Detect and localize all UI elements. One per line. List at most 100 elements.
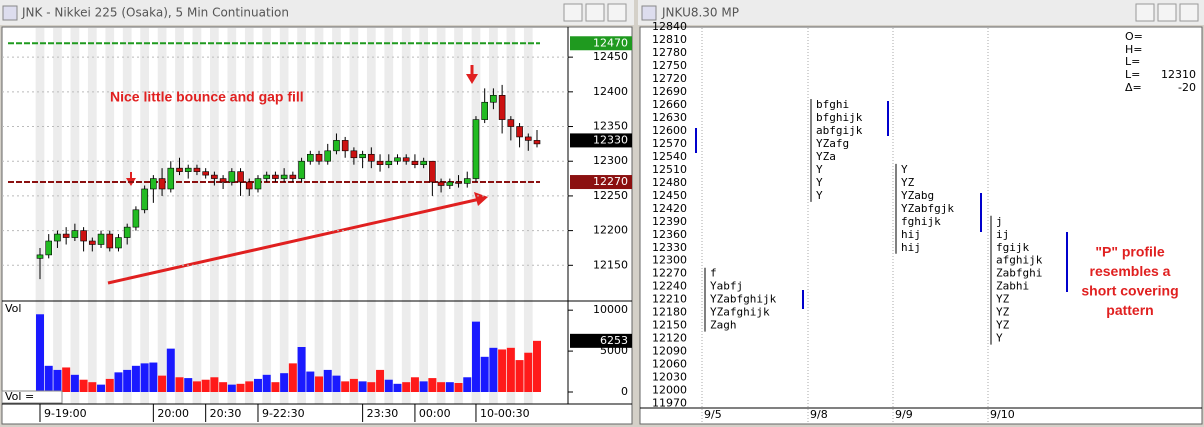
grid-stripe [366, 28, 376, 404]
volume-bar [315, 376, 324, 392]
panel-footer: Vol = [5, 390, 34, 403]
profile-row: bfghi [816, 98, 849, 111]
y-tick-label: 12720 [652, 72, 687, 85]
profile-row: Zabhi [996, 280, 1029, 293]
profile-row: YZ [901, 176, 915, 189]
minimize-button[interactable] [563, 3, 583, 22]
candle-body [524, 136, 532, 141]
candle-body [402, 157, 410, 162]
volume-bar [445, 382, 454, 392]
profile-row: Y [816, 163, 823, 176]
grid-stripe [210, 28, 219, 404]
grid-stripe [192, 28, 202, 404]
candle-body [437, 181, 445, 186]
y-tick-label: 12630 [652, 111, 687, 124]
candle-body [289, 174, 297, 179]
profile-row: Zabfghi [996, 267, 1042, 280]
info-label: L= [1125, 68, 1140, 81]
candle-body [420, 160, 427, 165]
grid-stripe [349, 28, 359, 404]
grid-stripe [471, 28, 481, 404]
y-tick-label: 12120 [652, 332, 687, 345]
close-button[interactable] [607, 3, 627, 22]
volume-bar [131, 365, 140, 392]
volume-bar [79, 379, 88, 392]
grid-stripe [140, 28, 149, 404]
profile-row: Y [901, 163, 908, 176]
profile-row: fgijk [996, 241, 1029, 254]
volume-bar [245, 381, 254, 392]
candle-body [132, 209, 140, 228]
volume-bar [376, 369, 385, 392]
info-label: L= [1125, 55, 1140, 68]
volume-bar [97, 384, 106, 392]
volume-bar [140, 363, 149, 392]
volume-bar [323, 369, 332, 392]
volume-bar [454, 383, 463, 392]
volume-bar [393, 383, 402, 392]
volume-bar [166, 348, 175, 392]
grid-stripe [87, 28, 97, 404]
price-marker [570, 133, 632, 148]
close-button[interactable] [1179, 3, 1199, 22]
y-tick-label: 10000 [593, 303, 628, 316]
y-tick-label: 12420 [652, 202, 687, 215]
volume-bar [158, 375, 167, 392]
candle-body [455, 181, 462, 184]
y-tick-label: 12540 [652, 150, 687, 163]
y-tick-label: 0 [621, 385, 628, 398]
price-marker-label: 12270 [593, 175, 628, 188]
annotation: "P" profile [1095, 244, 1164, 260]
maximize-button[interactable] [585, 3, 605, 22]
volume-bar [184, 378, 193, 392]
candle-body [516, 126, 523, 138]
window-icon [641, 5, 657, 21]
candle-body [97, 233, 105, 245]
profile-row: fghijk [901, 215, 941, 228]
candle-body [472, 119, 480, 179]
minimize-button[interactable] [1135, 3, 1155, 22]
y-tick-label: 12270 [652, 267, 687, 280]
volume-bar [262, 374, 271, 392]
volume-bar [437, 382, 446, 392]
profile-row: YZ [996, 306, 1010, 319]
y-tick-label: 11970 [652, 397, 687, 410]
candle-body [350, 150, 358, 159]
profile-row: YZ [996, 319, 1010, 332]
x-tick-label: 10-00:30 [480, 407, 530, 420]
candle-body [106, 233, 114, 249]
volume-bar [53, 369, 62, 392]
volume-bar [227, 384, 236, 392]
profile-row: YZabfgjk [901, 202, 954, 215]
y-tick-label: 12330 [652, 241, 687, 254]
volume-bar [480, 356, 489, 392]
y-tick-label: 12350 [593, 120, 628, 133]
y-tick-label: 12750 [652, 59, 687, 72]
price-marker [570, 36, 632, 51]
profile-row: abfgijk [816, 124, 863, 137]
volume-marker-label: 6253 [600, 334, 628, 347]
price-marker [570, 175, 632, 190]
candle-body [184, 167, 192, 172]
x-tick-label: 00:00 [419, 407, 451, 420]
grid-stripe [70, 28, 80, 404]
maximize-button[interactable] [1157, 3, 1177, 22]
volume-bar [236, 383, 245, 392]
candle-body [498, 95, 506, 120]
volume-bar [506, 347, 515, 392]
x-tick-label: 9-19:00 [44, 407, 87, 420]
candle-body [385, 160, 393, 165]
value-area-markers [695, 101, 1068, 309]
volume-bar [402, 382, 411, 392]
annotation: short covering [1081, 283, 1178, 299]
candle-body [376, 160, 384, 165]
candle-body [306, 153, 314, 162]
grid-stripe [35, 28, 45, 404]
grid-stripe [436, 28, 446, 404]
candle-body [429, 160, 436, 183]
candle-body [315, 153, 323, 162]
candle-body [263, 174, 271, 179]
y-tick-label: 12000 [652, 384, 687, 397]
y-tick-label: 12390 [652, 215, 687, 228]
date-label: 9/8 [810, 408, 828, 421]
